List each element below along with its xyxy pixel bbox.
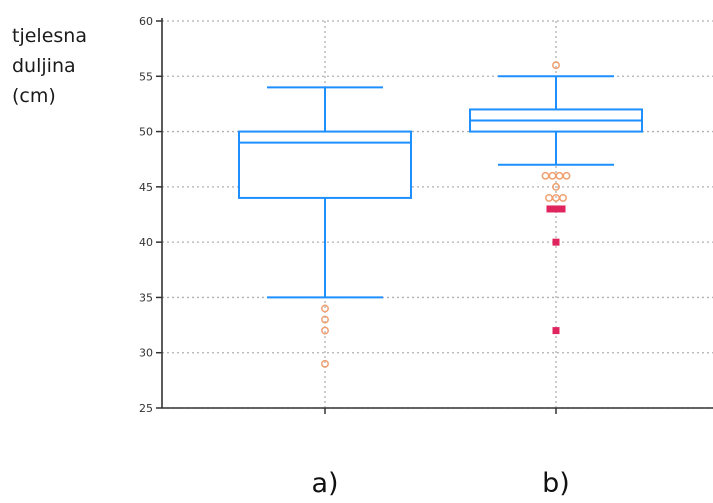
outlier-point — [545, 193, 553, 202]
outlier-point — [321, 326, 329, 335]
y-tick-label: 35 — [139, 291, 153, 304]
outlier-point — [552, 182, 560, 191]
outlier-point — [541, 171, 550, 180]
outlier-point — [562, 171, 571, 180]
x-category-label: b) — [542, 468, 570, 499]
label-layer: 25 30 35 40 45 50 55 60 a) b) — [139, 15, 570, 499]
y-tick-label: 30 — [139, 347, 153, 360]
far-outlier-point — [552, 205, 560, 213]
outlier-point — [559, 193, 567, 202]
far-outlier-point — [552, 238, 560, 246]
y-tick-label: 40 — [139, 236, 153, 249]
far-outlier-point — [558, 205, 566, 213]
box-group-2 — [469, 61, 643, 335]
outlier-point — [548, 171, 557, 180]
box-iqr — [238, 130, 412, 199]
box-layer — [238, 61, 643, 368]
axis-layer — [156, 18, 713, 414]
outlier-point — [555, 171, 564, 180]
y-tick-label: 25 — [139, 402, 153, 415]
far-outlier-point — [546, 205, 554, 213]
y-axis-label-line-1: tjelesna — [12, 25, 87, 47]
y-tick-label: 50 — [139, 126, 153, 139]
outlier-point — [321, 315, 329, 324]
far-outlier-point — [552, 327, 560, 335]
outlier-point — [321, 359, 329, 368]
y-axis-label: tjelesna duljina (cm) — [12, 25, 87, 107]
outlier-point — [321, 304, 329, 313]
y-axis-label-line-3: (cm) — [12, 85, 56, 107]
grid-layer — [162, 20, 713, 409]
y-tick-label: 55 — [139, 70, 153, 83]
box-group-1 — [238, 86, 412, 368]
y-axis-label-line-2: duljina — [12, 55, 76, 77]
outlier-point — [552, 61, 560, 70]
y-tick-label: 60 — [139, 15, 153, 28]
x-category-label: a) — [311, 468, 338, 499]
y-tick-label: 45 — [139, 181, 153, 194]
